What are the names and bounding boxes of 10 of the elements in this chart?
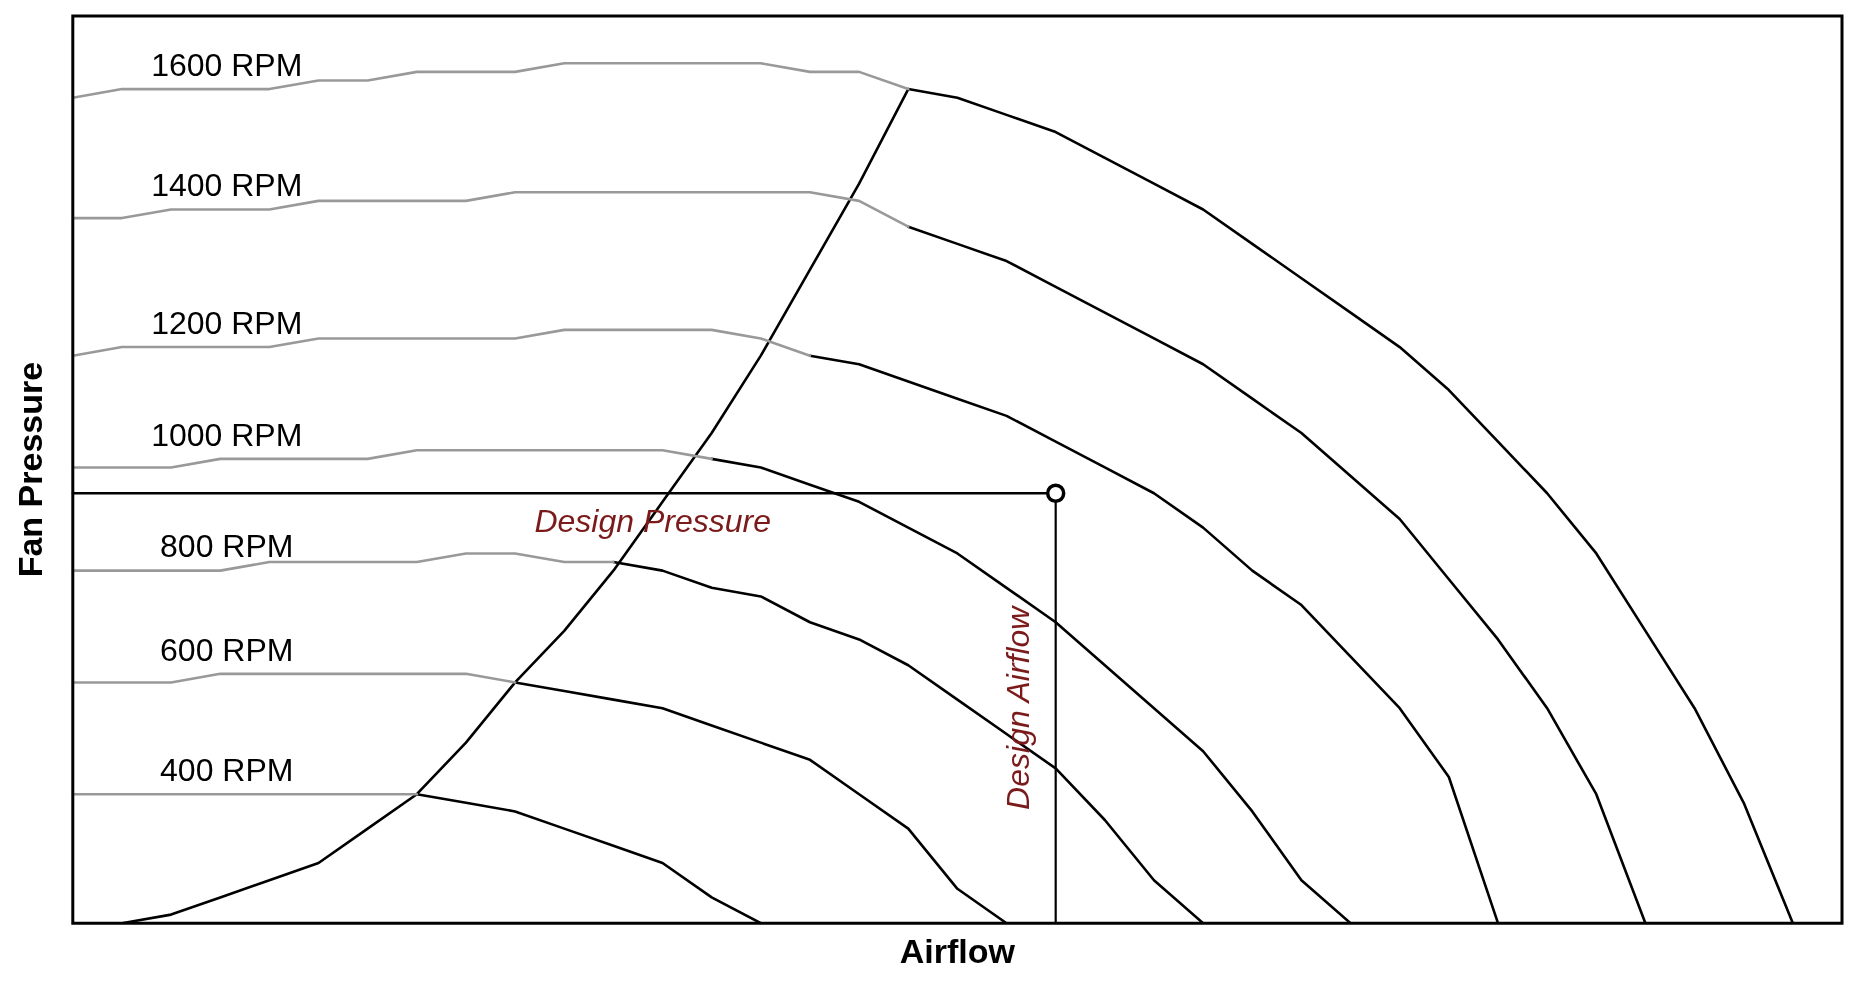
series-label: 600 RPM xyxy=(160,631,294,668)
series-label: 400 RPM xyxy=(160,752,294,789)
series-label: 1000 RPM xyxy=(151,416,303,453)
series-label: 1400 RPM xyxy=(151,167,303,204)
x-axis-title: Airflow xyxy=(899,931,1016,970)
series-label: 1200 RPM xyxy=(151,304,303,341)
annotation: Design Airflow xyxy=(999,604,1036,810)
series-label: 1600 RPM xyxy=(151,46,303,83)
y-axis-title: Fan Pressure xyxy=(10,361,49,578)
series-label: 800 RPM xyxy=(160,528,294,565)
